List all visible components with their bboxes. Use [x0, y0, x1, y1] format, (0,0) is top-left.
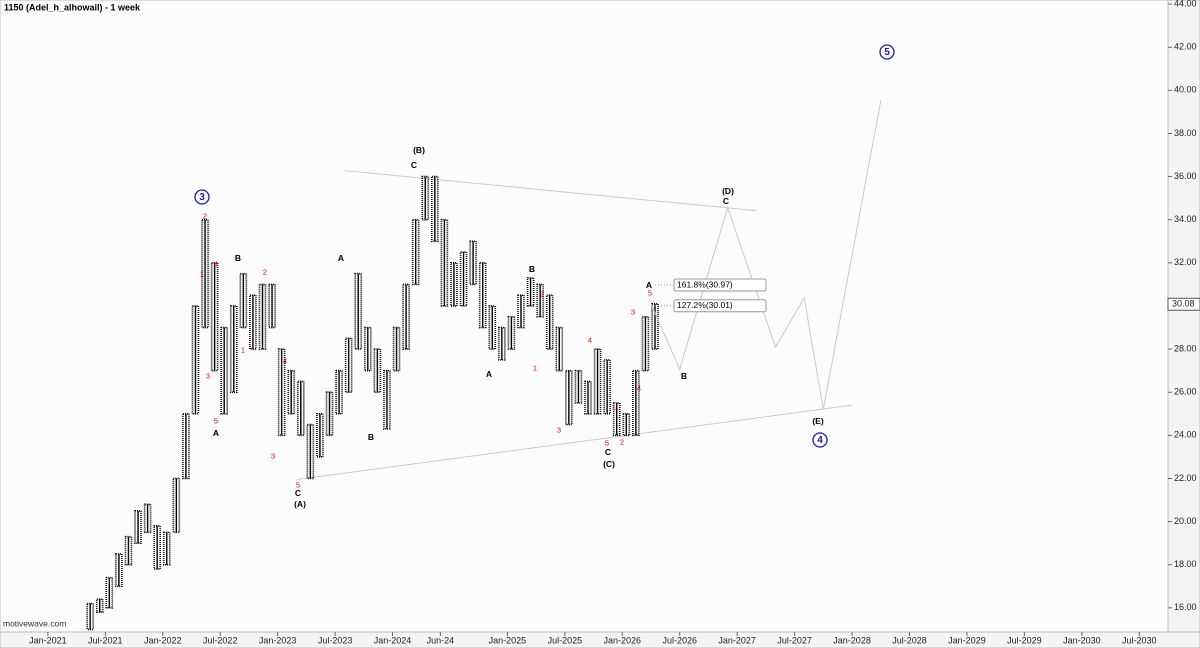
wave-circle — [812, 432, 828, 448]
wave-label: (B) — [413, 145, 425, 155]
x-tick-label: Jul-2027 — [777, 635, 812, 645]
wave-circle — [879, 44, 895, 60]
x-tick-label: Jan-2021 — [29, 635, 67, 645]
wave-label: 3 — [631, 307, 635, 316]
wave-label: 5 — [214, 416, 218, 425]
y-tick-label: 40.00 — [1174, 85, 1197, 95]
y-tick-label: 18.00 — [1174, 559, 1197, 569]
y-tick-label: 32.00 — [1174, 257, 1197, 267]
wave-label: A — [486, 369, 492, 379]
wave-label: (A) — [294, 499, 306, 509]
y-tick-label: 34.00 — [1174, 214, 1197, 224]
plot-area — [0, 0, 1169, 633]
y-tick-label: 42.00 — [1174, 42, 1197, 52]
wave-label: C — [295, 488, 301, 498]
wave-label: 2 — [540, 289, 544, 298]
wave-label: 5 — [648, 288, 652, 297]
x-tick-label: Jan-2024 — [374, 635, 412, 645]
wave-label: 4 — [588, 335, 592, 344]
y-tick-label: 24.00 — [1174, 430, 1197, 440]
wave-label: B — [235, 253, 241, 263]
wave-label: 5 — [296, 480, 300, 489]
wave-label: A — [646, 280, 652, 290]
x-tick-label: Jul-2028 — [892, 635, 927, 645]
x-tick-label: Jun-24 — [427, 635, 455, 645]
trendline — [296, 404, 853, 481]
x-axis-area — [0, 631, 1200, 648]
wave-label: 2 — [203, 211, 207, 220]
wave-label: C — [605, 447, 611, 457]
wave-label: A — [213, 428, 219, 438]
wave-circle — [194, 189, 210, 205]
watermark: motivewave.com — [3, 618, 66, 628]
wave-label: B — [368, 432, 374, 442]
wave-label: 4 — [637, 383, 641, 392]
x-tick-label: Jul-2025 — [548, 635, 583, 645]
last-price-label: 30.08 — [1172, 299, 1195, 309]
wave-label: 3 — [199, 192, 205, 203]
x-tick-label: Jul-2021 — [88, 635, 123, 645]
x-tick-label: Jul-2030 — [1122, 635, 1157, 645]
y-tick-label: 38.00 — [1174, 128, 1197, 138]
wave-label: 4 — [214, 259, 218, 268]
wave-label: 3 — [557, 425, 561, 434]
wave-label: C — [411, 160, 417, 170]
fib-label: 161.8%(30.97) — [677, 279, 733, 289]
wave-label: 4 — [283, 356, 287, 365]
x-tick-label: Jan-2026 — [604, 635, 642, 645]
wave-label: C — [723, 196, 729, 206]
fib-box — [673, 299, 767, 313]
wave-label: 2 — [263, 267, 267, 276]
wave-label: A — [338, 253, 344, 263]
x-tick-label: Jul-2026 — [662, 635, 697, 645]
wave-label: 3 — [271, 451, 275, 460]
x-tick-label: Jul-2022 — [203, 635, 238, 645]
x-tick-label: Jan-2023 — [259, 635, 297, 645]
wave-label: 3 — [206, 371, 210, 380]
x-tick-label: Jan-2025 — [489, 635, 527, 645]
x-tick-label: Jan-2029 — [948, 635, 986, 645]
x-tick-label: Jan-2030 — [1063, 635, 1101, 645]
y-axis-area — [1167, 0, 1200, 633]
wave-label: 1 — [533, 363, 537, 372]
wave-label: 2 — [620, 437, 624, 446]
wave-label: 1 — [200, 269, 204, 278]
y-tick-label: 36.00 — [1174, 171, 1197, 181]
y-tick-label: 28.00 — [1174, 343, 1197, 353]
trendline — [344, 170, 757, 212]
x-tick-label: Jan-2022 — [144, 635, 182, 645]
wave-label: 1 — [241, 345, 245, 354]
fib-label: 127.2%(30.01) — [677, 300, 733, 310]
wave-label: (C) — [603, 459, 615, 469]
x-tick-label: Jan-2028 — [833, 635, 871, 645]
wave-label: (E) — [812, 416, 824, 426]
y-tick-label: 26.00 — [1174, 387, 1197, 397]
projection-line — [650, 100, 882, 410]
last-price-tag — [1167, 297, 1200, 311]
fib-box — [673, 278, 767, 292]
x-tick-label: Jul-2029 — [1007, 635, 1042, 645]
wave-label: B — [681, 371, 687, 381]
wave-label: 1 — [612, 402, 616, 411]
y-tick-label: 16.00 — [1174, 602, 1197, 612]
y-tick-label: 44.00 — [1174, 0, 1197, 8]
chart-title: 1150 (Adel_h_alhowail) - 1 week — [4, 2, 141, 12]
wave-label: 5 — [884, 47, 890, 58]
y-tick-label: 20.00 — [1174, 516, 1197, 526]
wave-label: 4 — [817, 435, 823, 446]
wave-label: (D) — [722, 186, 734, 196]
wave-label: 5 — [605, 438, 609, 447]
wave-label: B — [529, 264, 535, 274]
x-tick-label: Jul-2023 — [318, 635, 353, 645]
x-tick-label: Jan-2027 — [718, 635, 756, 645]
y-tick-label: 22.00 — [1174, 473, 1197, 483]
